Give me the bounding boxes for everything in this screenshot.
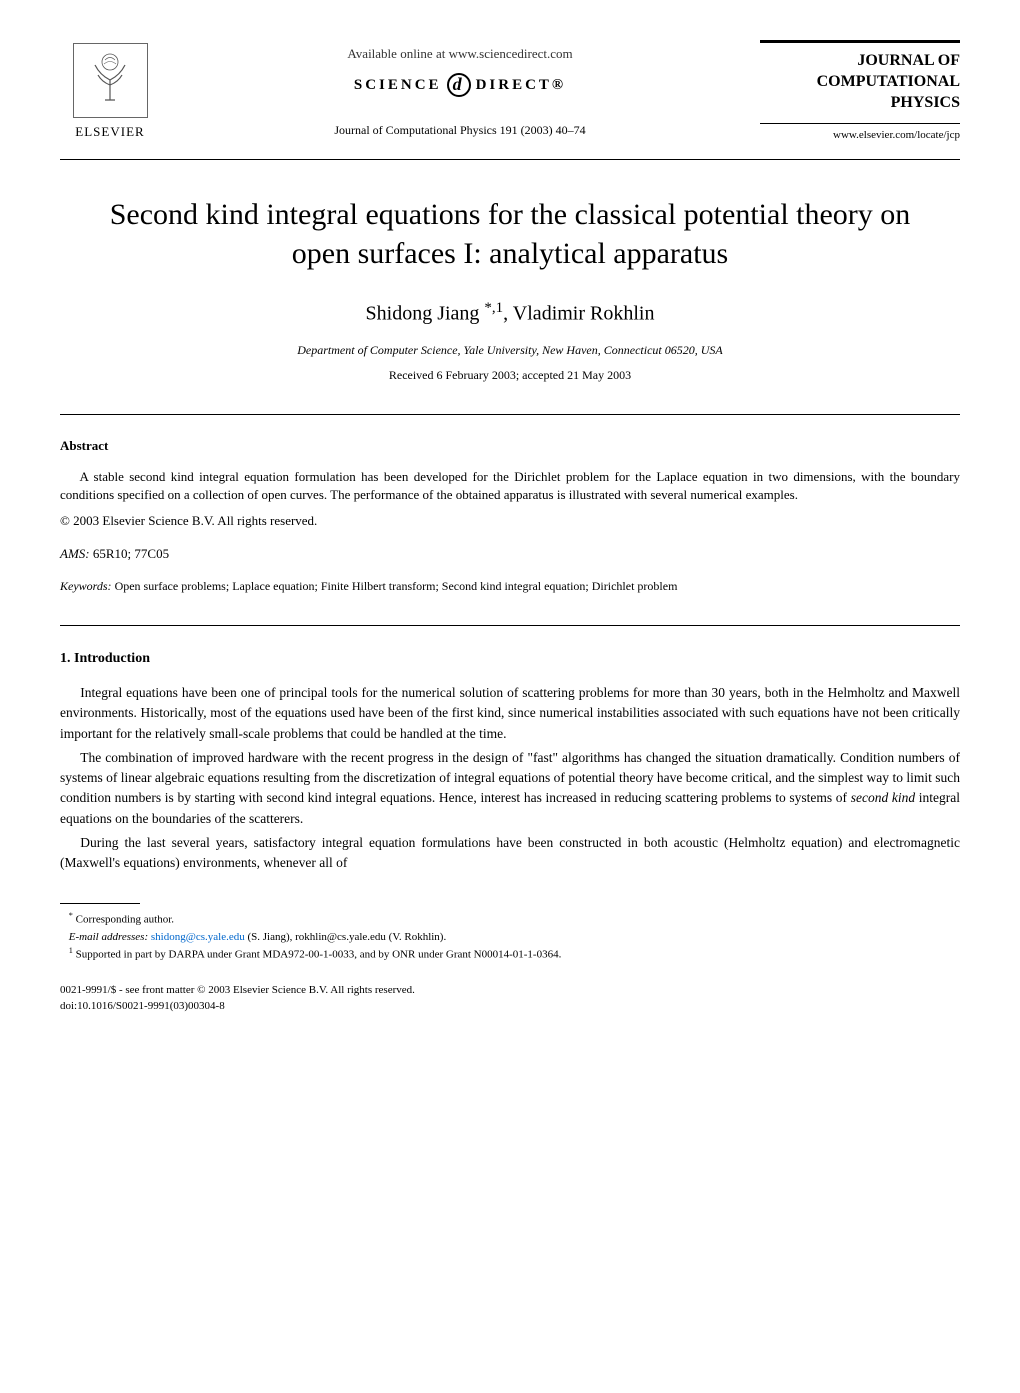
issn-line: 0021-9991/$ - see front matter © 2003 El… — [60, 983, 960, 998]
ams-label: AMS: — [60, 546, 90, 561]
article-title: Second kind integral equations for the c… — [90, 195, 930, 273]
journal-title: JOURNAL OF COMPUTATIONAL PHYSICS — [760, 51, 960, 113]
header-divider — [60, 159, 960, 160]
elsevier-tree-icon — [73, 43, 148, 118]
publisher-name: ELSEVIER — [75, 123, 144, 141]
ams-codes: 65R10; 77C05 — [90, 546, 169, 561]
footnote-corresponding: * Corresponding author. — [60, 910, 960, 928]
footnote-email: E-mail addresses: shidong@cs.yale.edu (S… — [60, 929, 960, 946]
science-direct-right: DIRECT® — [476, 75, 567, 96]
header-center-block: Available online at www.sciencedirect.co… — [160, 45, 760, 139]
abstract-heading: Abstract — [60, 437, 960, 455]
intro-paragraph-3: During the last several years, satisfact… — [60, 833, 960, 874]
email-rest: (S. Jiang), rokhlin@cs.yale.edu (V. Rokh… — [245, 931, 447, 943]
email-link[interactable]: shidong@cs.yale.edu — [148, 931, 245, 943]
footnote-rule — [60, 903, 140, 904]
abstract-text: A stable second kind integral equation f… — [60, 468, 960, 504]
support-text: Supported in part by DARPA under Grant M… — [76, 949, 562, 961]
science-direct-icon: d — [447, 73, 471, 97]
intro-paragraph-1: Integral equations have been one of prin… — [60, 683, 960, 744]
journal-title-line1: JOURNAL OF — [857, 52, 960, 69]
intro-p2-italic: second kind — [851, 790, 915, 805]
email-label: E-mail addresses: — [69, 931, 148, 943]
abstract-top-divider — [60, 414, 960, 415]
science-direct-left: SCIENCE — [354, 75, 442, 96]
intro-paragraph-2: The combination of improved hardware wit… — [60, 748, 960, 829]
authors: Shidong Jiang *,1, Vladimir Rokhlin — [60, 298, 960, 328]
publisher-logo: ELSEVIER — [60, 43, 160, 141]
received-date: Received 6 February 2003; accepted 21 Ma… — [60, 367, 960, 384]
journal-title-box: JOURNAL OF COMPUTATIONAL PHYSICS www.els… — [760, 40, 960, 144]
article-header: ELSEVIER Available online at www.science… — [60, 40, 960, 144]
journal-reference: Journal of Computational Physics 191 (20… — [160, 122, 760, 139]
keywords-text: Open surface problems; Laplace equation;… — [112, 579, 678, 593]
introduction-heading: 1. Introduction — [60, 649, 960, 669]
journal-title-line2: COMPUTATIONAL — [817, 73, 960, 90]
footer-block: 0021-9991/$ - see front matter © 2003 El… — [60, 983, 960, 1014]
keywords-bottom-divider — [60, 625, 960, 626]
intro-p2-part1: The combination of improved hardware wit… — [60, 750, 960, 806]
doi-line: doi:10.1016/S0021-9991(03)00304-8 — [60, 999, 960, 1014]
science-direct-logo: SCIENCE d DIRECT® — [160, 73, 760, 97]
footnote-support: 1 Supported in part by DARPA under Grant… — [60, 945, 960, 963]
abstract-copyright: © 2003 Elsevier Science B.V. All rights … — [60, 512, 960, 530]
journal-url: www.elsevier.com/locate/jcp — [760, 123, 960, 143]
available-online-text: Available online at www.sciencedirect.co… — [160, 45, 760, 63]
journal-title-line3: PHYSICS — [891, 94, 960, 111]
keywords: Keywords: Open surface problems; Laplace… — [60, 578, 960, 595]
corresponding-text: Corresponding author. — [76, 914, 174, 926]
keywords-label: Keywords: — [60, 579, 112, 593]
affiliation: Department of Computer Science, Yale Uni… — [60, 342, 960, 359]
ams-classification: AMS: 65R10; 77C05 — [60, 545, 960, 563]
